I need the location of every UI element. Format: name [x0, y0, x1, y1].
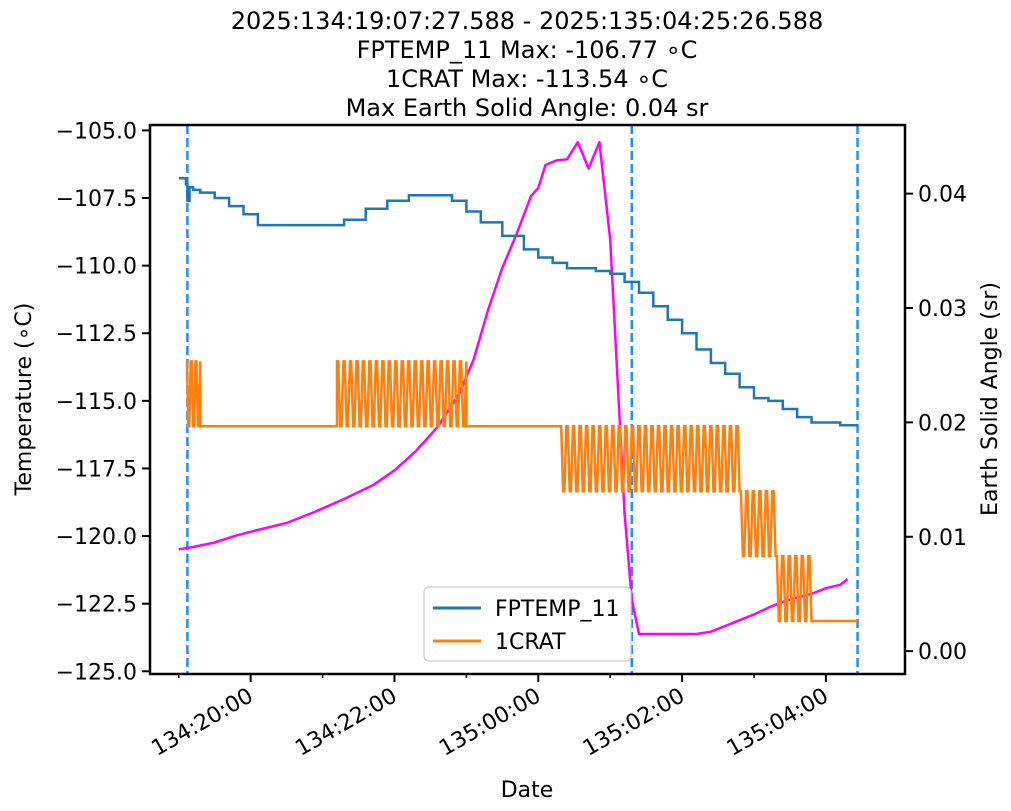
y-left-tick-label: −112.5 [56, 322, 137, 347]
legend-label-1crat: 1CRAT [495, 630, 566, 655]
y-axis-left-label: Temperature (∘C) [12, 303, 37, 497]
title-line-2: FPTEMP_11 Max: -106.77 ∘C [357, 36, 698, 64]
series-fptemp-11 [178, 177, 858, 427]
y-left-tick-label: −117.5 [56, 457, 137, 482]
y-left-tick-label: −105.0 [56, 119, 137, 144]
legend: FPTEMP_11 1CRAT [423, 586, 632, 662]
1crat-line [185, 360, 858, 623]
x-tick-label: 134:20:00 [147, 684, 257, 762]
y-left-tick-label: −120.0 [56, 525, 137, 550]
y-axis-left-ticks: −105.0 −107.5 −110.0 −112.5 −115.0 −117.5 −120… [56, 119, 150, 685]
y-axis-right-ticks: 0.00 0.01 0.02 0.03 0.04 [905, 183, 967, 665]
y-right-tick-label: 0.00 [918, 640, 967, 665]
y-left-tick-label: −110.0 [56, 255, 137, 280]
y-axis-right-label: Earth Solid Angle (sr) [978, 282, 1003, 516]
x-tick-label: 135:00:00 [435, 684, 545, 762]
earth-solid-angle-line [178, 140, 849, 636]
y-left-tick-label: −125.0 [56, 660, 137, 685]
series-earth-solid-angle [178, 140, 849, 636]
x-axis-label: Date [501, 778, 554, 803]
y-right-tick-label: 0.02 [918, 411, 967, 436]
x-axis-ticks: 134:20:00 134:22:00 135:00:00 135:02:00 135:… [147, 674, 833, 762]
chart-title: 2025:134:19:07:27.588 - 2025:135:04:25:2… [231, 7, 824, 122]
x-tick-label: 135:04:00 [723, 684, 833, 762]
y-left-tick-label: −115.0 [56, 390, 137, 415]
title-line-1: 2025:134:19:07:27.588 - 2025:135:04:25:2… [231, 7, 824, 35]
y-left-tick-label: −122.5 [56, 593, 137, 618]
series-1crat [185, 360, 858, 623]
y-right-tick-label: 0.03 [918, 297, 967, 322]
plot-frame [148, 123, 907, 676]
fptemp-11-line [178, 177, 858, 427]
title-line-4: Max Earth Solid Angle: 0.04 sr [346, 94, 709, 122]
x-tick-label: 135:02:00 [579, 684, 689, 762]
x-tick-label: 134:22:00 [291, 684, 401, 762]
y-left-tick-label: −107.5 [56, 187, 137, 212]
title-line-3: 1CRAT Max: -113.54 ∘C [386, 65, 668, 93]
legend-label-fptemp-11: FPTEMP_11 [495, 597, 620, 622]
y-right-tick-label: 0.01 [918, 526, 967, 551]
y-right-tick-label: 0.04 [918, 183, 967, 208]
